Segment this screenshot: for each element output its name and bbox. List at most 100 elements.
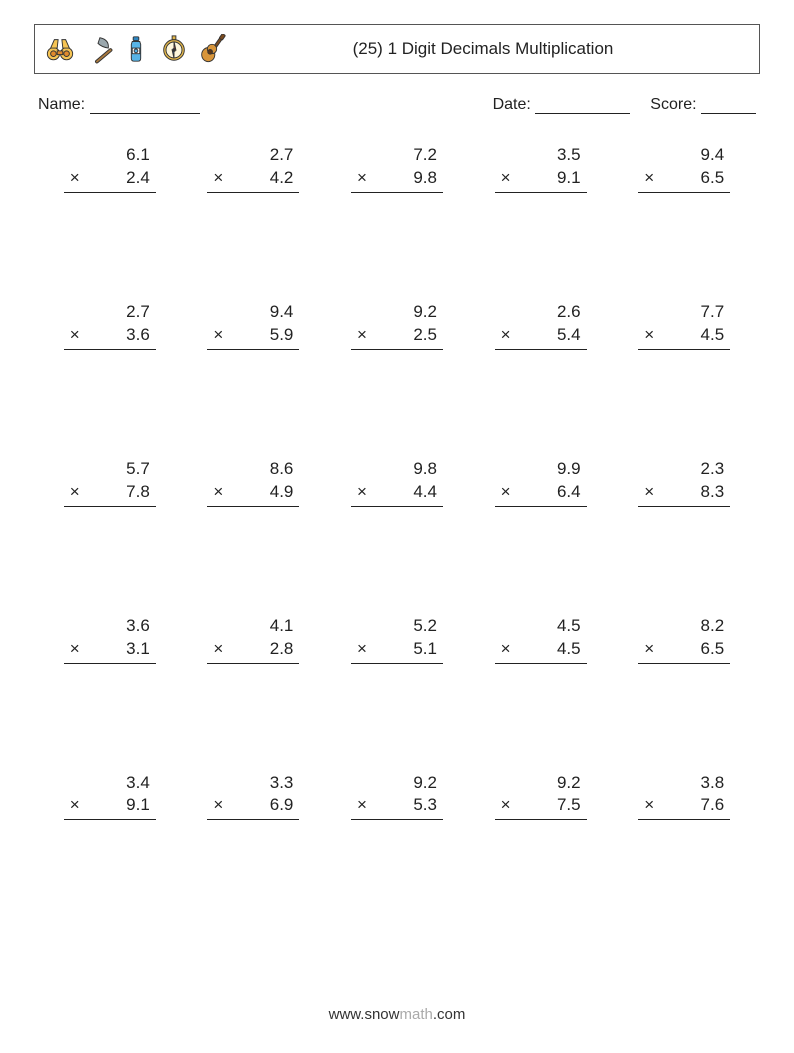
operand-bottom: 6.5: [701, 167, 725, 190]
operand-bottom: 4.4: [413, 481, 437, 504]
operator: ×: [70, 638, 80, 661]
problem: 3.3×6.9: [207, 772, 299, 821]
operand-top: 3.8: [701, 772, 725, 795]
operand-bottom: 9.8: [413, 167, 437, 190]
operand-bottom: 5.3: [413, 794, 437, 817]
operator: ×: [501, 481, 511, 504]
operand-top: 2.7: [270, 144, 294, 167]
problem: 9.2 × 5.3: [351, 772, 443, 821]
operator: ×: [357, 167, 367, 190]
operand-bottom: 5.1: [413, 638, 437, 661]
operator: ×: [501, 638, 511, 661]
operand-bottom: 7.6: [701, 794, 725, 817]
worksheet-header: (25) 1 Digit Decimals Multiplication: [34, 24, 760, 74]
problem: 2.7×4.2: [207, 144, 299, 193]
operand-bottom: 5.4: [557, 324, 581, 347]
problem: 8.6 × 4.9: [207, 458, 299, 507]
operand-top: 5.7: [126, 458, 150, 481]
info-row: Name: Date: Score:: [34, 96, 760, 114]
problem: 3.5 × 9.1: [495, 144, 587, 193]
problem: 4.1 × 2.8: [207, 615, 299, 664]
operand-bottom: 4.5: [701, 324, 725, 347]
operator: ×: [213, 794, 223, 817]
footer-mid: math: [399, 1006, 432, 1023]
operand-top: 3.5: [557, 144, 581, 167]
footer-url: www.snowmath.com: [0, 1006, 794, 1023]
compass-icon: [159, 34, 189, 64]
date-field: Date:: [493, 96, 631, 114]
problem: 9.8 × 4.4: [351, 458, 443, 507]
operand-bottom: 2.8: [270, 638, 294, 661]
worksheet-title: (25) 1 Digit Decimals Multiplication: [227, 39, 749, 59]
operand-top: 8.6: [270, 458, 294, 481]
operand-bottom: 4.9: [270, 481, 294, 504]
guitar-icon: [197, 34, 227, 64]
water-bottle-icon: [121, 34, 151, 64]
header-icons: [45, 34, 227, 64]
operand-top: 9.8: [413, 458, 437, 481]
problem: 2.7×3.6: [64, 301, 156, 350]
operator: ×: [357, 794, 367, 817]
operand-bottom: 2.5: [413, 324, 437, 347]
footer-suffix: .com: [433, 1006, 466, 1023]
problem: 9.2×7.5: [495, 772, 587, 821]
operator: ×: [213, 324, 223, 347]
problems-grid: 6.1×2.42.7×4.27.2×9.83.5×9.19.4×6.52.7×3…: [34, 144, 760, 820]
operator: ×: [644, 481, 654, 504]
operator: ×: [644, 324, 654, 347]
score-blank[interactable]: [701, 97, 756, 114]
operator: ×: [644, 638, 654, 661]
operator: ×: [70, 481, 80, 504]
operand-bottom: 3.1: [126, 638, 150, 661]
name-label: Name:: [38, 96, 85, 113]
operator: ×: [70, 324, 80, 347]
operand-bottom: 4.5: [557, 638, 581, 661]
operand-bottom: 7.5: [557, 794, 581, 817]
operator: ×: [501, 324, 511, 347]
problem: 9.4×5.9: [207, 301, 299, 350]
operator: ×: [357, 324, 367, 347]
operand-top: 9.4: [270, 301, 294, 324]
operand-top: 3.6: [126, 615, 150, 638]
operand-bottom: 9.1: [126, 794, 150, 817]
date-blank[interactable]: [535, 97, 630, 114]
operator: ×: [70, 167, 80, 190]
problem: 3.8 × 7.6: [638, 772, 730, 821]
problem: 4.5 × 4.5: [495, 615, 587, 664]
problem: 6.1×2.4: [64, 144, 156, 193]
operator: ×: [70, 794, 80, 817]
problem: 5.2 × 5.1: [351, 615, 443, 664]
problem: 7.2 × 9.8: [351, 144, 443, 193]
operator: ×: [357, 638, 367, 661]
operand-bottom: 3.6: [126, 324, 150, 347]
operand-bottom: 6.5: [701, 638, 725, 661]
operand-top: 5.2: [413, 615, 437, 638]
operand-top: 4.1: [270, 615, 294, 638]
problem: 9.9×6.4: [495, 458, 587, 507]
operator: ×: [501, 167, 511, 190]
name-field: Name:: [38, 96, 200, 114]
operator: ×: [357, 481, 367, 504]
operator: ×: [213, 167, 223, 190]
operand-top: 9.2: [413, 301, 437, 324]
operator: ×: [644, 794, 654, 817]
operand-top: 4.5: [557, 615, 581, 638]
axe-icon: [83, 34, 113, 64]
operator: ×: [213, 638, 223, 661]
operand-bottom: 9.1: [557, 167, 581, 190]
date-label: Date:: [493, 96, 531, 113]
operator: ×: [213, 481, 223, 504]
operand-top: 7.2: [413, 144, 437, 167]
operand-bottom: 8.3: [701, 481, 725, 504]
problem: 2.3×8.3: [638, 458, 730, 507]
operand-top: 9.2: [413, 772, 437, 795]
operand-top: 8.2: [701, 615, 725, 638]
operand-top: 7.7: [701, 301, 725, 324]
operand-top: 9.4: [701, 144, 725, 167]
name-blank[interactable]: [90, 97, 200, 114]
operand-top: 6.1: [126, 144, 150, 167]
score-field: Score:: [650, 96, 756, 114]
footer-prefix: www.snow: [329, 1006, 400, 1023]
operand-top: 3.4: [126, 772, 150, 795]
operator: ×: [644, 167, 654, 190]
